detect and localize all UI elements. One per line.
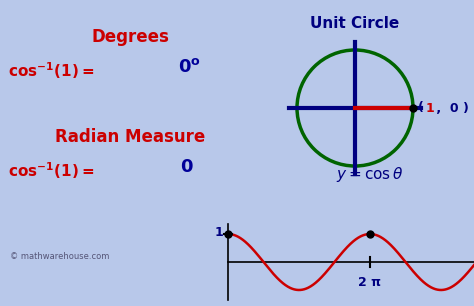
- Text: Degrees: Degrees: [91, 28, 169, 46]
- Text: $\mathbf{cos^{-1}( 1 ) =}$: $\mathbf{cos^{-1}( 1 ) =}$: [8, 60, 94, 81]
- Text: 1: 1: [214, 226, 223, 238]
- Text: (: (: [418, 102, 428, 114]
- Text: $\mathit{y} = \cos\theta$: $\mathit{y} = \cos\theta$: [337, 165, 404, 184]
- Text: ,  0 ): , 0 ): [432, 102, 469, 114]
- Text: $\mathbf{0^o}$: $\mathbf{0^o}$: [178, 58, 201, 76]
- Text: 2 π: 2 π: [358, 276, 382, 289]
- Text: © mathwarehouse.com: © mathwarehouse.com: [10, 252, 109, 261]
- Text: 1: 1: [426, 102, 435, 114]
- Text: $\mathbf{cos^{-1}( 1 ) =}$: $\mathbf{cos^{-1}( 1 ) =}$: [8, 160, 94, 181]
- Text: Radian Measure: Radian Measure: [55, 128, 205, 146]
- Text: Unit Circle: Unit Circle: [310, 16, 400, 31]
- Text: $\mathbf{0}$: $\mathbf{0}$: [180, 158, 193, 176]
